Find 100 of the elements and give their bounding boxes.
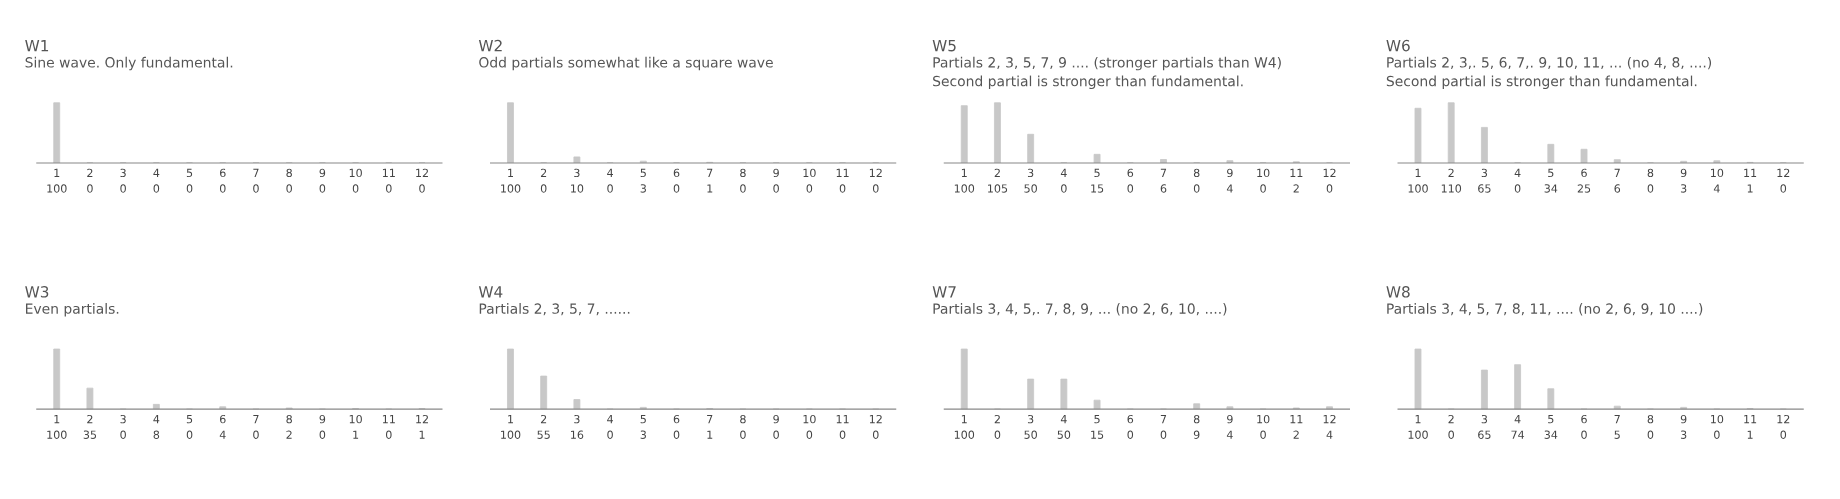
chart-subtitle: Partials 2, 3,. 5, 6, 7,. 9, 10, 11, ... (no 4, 8, ....) Second partial is stronger than fundamental. [1386, 56, 1712, 90]
x-tick-label: 10 [1257, 414, 1270, 424]
data-label: 0 [994, 430, 1001, 439]
data-label: 1 [419, 430, 425, 439]
x-tick-label: 8 [286, 414, 292, 424]
x-tick-label: 3 [1481, 168, 1488, 178]
data-label: 0 [253, 184, 259, 193]
data-label: 2 [1293, 184, 1299, 193]
data-label: 55 [537, 430, 550, 439]
x-tick-label: 7 [253, 168, 259, 177]
data-label: 0 [1581, 430, 1587, 439]
chart-subtitle: Odd partials somewhat like a square wave [479, 56, 773, 71]
x-tick-label: 4 [607, 415, 614, 424]
chart-title: W3 [25, 286, 49, 298]
chart-subtitle: Partials 3, 4, 5,. 7, 8, 9, ... (no 2, 6, 10, ....) [933, 303, 1227, 316]
x-tick-label: 10 [1711, 414, 1724, 424]
data-label: 0 [419, 184, 425, 193]
x-tick-label: 5 [640, 168, 646, 178]
data-label: 0 [386, 430, 392, 439]
data-label: 4 [1713, 184, 1720, 193]
data-label: 0 [1448, 430, 1454, 439]
x-tick-label: 2 [1448, 168, 1454, 177]
data-label: 5 [1614, 430, 1620, 439]
x-tick-label: 3 [1481, 414, 1488, 424]
x-tick-label: 8 [740, 414, 746, 424]
data-label: 0 [1127, 184, 1134, 193]
data-label: 0 [1326, 184, 1333, 193]
data-label: 100 [501, 430, 521, 439]
x-tick-label: 9 [1227, 168, 1233, 178]
x-tick-label: 9 [1227, 414, 1233, 424]
chart-subtitle: Partials 3, 4, 5, 7, 8, 11, .... (no 2, 6, 9, 10 ....) [1387, 303, 1703, 316]
x-tick-label: 5 [1094, 415, 1100, 424]
data-label: 50 [1024, 430, 1037, 439]
data-label: 0 [1780, 430, 1787, 439]
x-tick-label: 4 [153, 415, 160, 424]
x-tick-label: 8 [286, 168, 292, 178]
x-tick-label: 5 [1548, 168, 1554, 178]
x-tick-label: 9 [773, 414, 779, 424]
chart-title: W5 [932, 40, 956, 52]
x-tick-label: 8 [1193, 168, 1200, 178]
x-tick-label: 7 [707, 168, 713, 177]
x-tick-label: 12 [869, 414, 882, 424]
x-tick-label: 2 [540, 414, 547, 424]
data-label: 0 [872, 184, 879, 193]
data-label: 9 [1193, 430, 1200, 439]
data-label: 0 [1127, 430, 1134, 439]
data-label: 0 [872, 430, 879, 439]
x-tick-label: 8 [740, 168, 746, 178]
x-tick-label: 1 [961, 168, 967, 177]
x-tick-label: 5 [640, 415, 646, 424]
data-label: 3 [1680, 184, 1687, 193]
data-label: 0 [540, 184, 547, 193]
x-tick-label: 12 [416, 168, 428, 177]
data-label: 50 [1057, 430, 1071, 439]
x-tick-label: 7 [1160, 168, 1167, 177]
data-label: 25 [1577, 184, 1591, 193]
chart-subtitle: Even partials. [26, 303, 119, 317]
data-label: 0 [1647, 430, 1654, 439]
x-tick-label: 4 [153, 168, 160, 177]
x-tick-label: 1 [961, 415, 967, 424]
x-tick-label: 11 [1290, 168, 1303, 177]
x-tick-label: 10 [803, 168, 816, 178]
x-tick-label: 9 [319, 414, 326, 424]
data-label: 1 [1747, 430, 1753, 439]
data-label: 4 [1226, 184, 1233, 193]
data-label: 100 [1408, 184, 1428, 193]
data-label: 0 [153, 184, 160, 193]
data-label: 0 [740, 430, 746, 439]
data-label: 0 [219, 184, 226, 193]
x-tick-label: 3 [1027, 414, 1034, 424]
data-label: 0 [186, 184, 193, 193]
x-tick-label: 1 [508, 168, 513, 177]
x-tick-label: 11 [382, 168, 395, 177]
data-label: 6 [1614, 184, 1621, 193]
data-label: 0 [1714, 430, 1720, 439]
data-label: 34 [1544, 430, 1558, 439]
x-tick-label: 10 [349, 414, 362, 424]
x-tick-label: 9 [773, 168, 779, 178]
data-label: 100 [1408, 430, 1428, 439]
x-tick-label: 6 [673, 414, 680, 424]
data-label: 1 [707, 430, 713, 439]
data-label: 0 [1193, 184, 1200, 193]
data-label: 0 [87, 184, 93, 193]
data-label: 34 [1544, 184, 1558, 193]
x-tick-label: 4 [1514, 415, 1521, 424]
x-tick-label: 10 [803, 414, 816, 424]
x-tick-label: 8 [1193, 414, 1200, 424]
data-label: 0 [607, 430, 613, 439]
x-tick-label: 4 [1060, 168, 1067, 177]
data-label: 0 [839, 430, 846, 439]
data-label: 0 [740, 184, 746, 193]
data-label: 0 [773, 430, 779, 439]
data-label: 0 [120, 184, 126, 193]
data-label: 100 [501, 184, 521, 193]
chart-subtitle: Partials 2, 3, 5, 7, ...... [479, 303, 630, 316]
chart-title: W7 [932, 286, 956, 298]
data-label: 0 [839, 184, 846, 193]
data-label: 6 [1160, 184, 1167, 193]
data-label: 35 [83, 430, 97, 439]
x-tick-label: 5 [1094, 168, 1100, 178]
